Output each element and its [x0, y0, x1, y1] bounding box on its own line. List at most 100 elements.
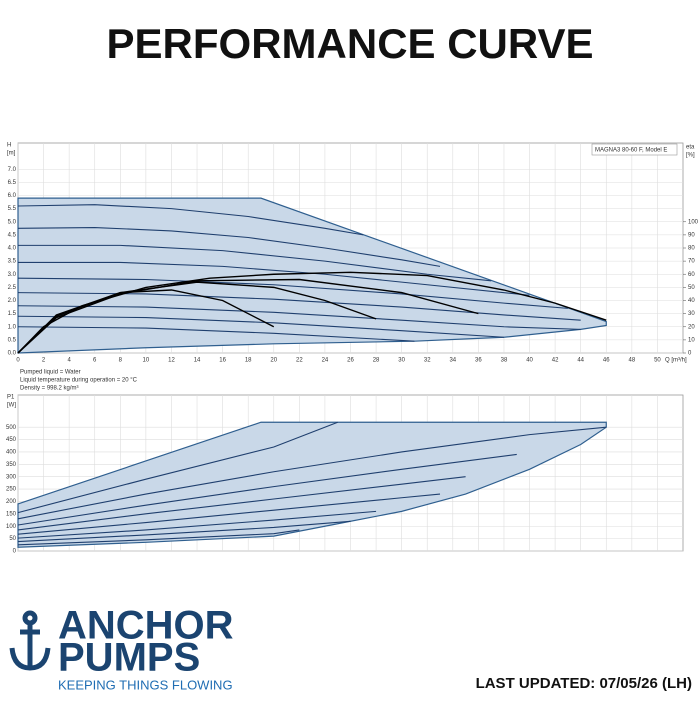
y2-tick-label: 80	[688, 246, 695, 252]
y2-tick-label: 50	[688, 285, 695, 291]
y-tick-label: 3.0	[8, 272, 17, 278]
y-tick-label: 400	[6, 450, 17, 456]
performance-curve	[17, 204, 364, 236]
y-tick-label: 4.0	[8, 246, 17, 252]
y2-tick-label: 90	[688, 232, 695, 238]
x-tick-label: 10	[143, 358, 150, 364]
x-tick-label: 32	[424, 358, 431, 364]
logo-icon	[9, 610, 51, 671]
y2-tick-label: 0	[688, 351, 692, 357]
x-tick-label: 20	[270, 358, 277, 364]
x-tick-label: 26	[347, 358, 354, 364]
performance-curve	[17, 493, 441, 535]
logo-line1: ANCHOR	[58, 604, 234, 648]
x-tick-label: 42	[552, 358, 559, 364]
note: Liquid temperature during operation = 20…	[20, 378, 138, 384]
y-tick-label: 0.5	[8, 337, 17, 343]
performance-curve	[17, 453, 517, 526]
x-tick-label: 0	[16, 358, 20, 364]
y-tick-label: 1.5	[8, 311, 17, 317]
y-axis-label: P1	[7, 395, 15, 401]
y-tick-label: 7.0	[8, 167, 17, 173]
y-tick-label: 3.5	[8, 259, 17, 265]
y-tick-label: 200	[6, 499, 17, 505]
performance-curve	[17, 326, 415, 342]
y-tick-label: 2.0	[8, 298, 17, 304]
model-label: MAGNA3 80-60 F, Model E	[595, 148, 667, 154]
x-tick-label: 18	[245, 358, 252, 364]
y-tick-label: 450	[6, 437, 17, 443]
y2-tick-label: 40	[688, 298, 695, 304]
x-tick-label: 22	[296, 358, 303, 364]
y-tick-label: 4.5	[8, 232, 17, 238]
y2-tick-label: 30	[688, 311, 695, 317]
y-tick-label: 5.0	[8, 219, 17, 225]
y-tick-label: 350	[6, 462, 17, 468]
performance-curve	[18, 244, 492, 282]
x-tick-label: 14	[194, 358, 201, 364]
y2-axis-label: eta	[686, 145, 695, 151]
x-tick-label: 50	[654, 358, 661, 364]
efficiency-curve	[17, 289, 275, 354]
x-tick-label: 44	[577, 358, 584, 364]
y2-tick-label: 20	[688, 324, 695, 330]
x-tick-label: 6	[93, 358, 97, 364]
y-axis-unit: [m]	[7, 151, 16, 157]
y-tick-label: 6.5	[8, 180, 17, 186]
y-tick-label: 2.5	[8, 285, 17, 291]
operating-area	[17, 421, 607, 548]
page-title: PERFORMANCE CURVE	[107, 20, 594, 67]
performance-curve	[17, 315, 504, 338]
y2-tick-label: 60	[688, 272, 695, 278]
x-tick-label: 12	[168, 358, 175, 364]
x-tick-label: 40	[526, 358, 533, 364]
y-tick-label: 500	[6, 425, 17, 431]
efficiency-curve	[17, 271, 607, 354]
x-tick-label: 36	[475, 358, 482, 364]
model-box	[591, 143, 678, 156]
x-tick-label: 30	[398, 358, 405, 364]
x-axis-label: Q [m³/h]	[665, 358, 687, 364]
note: Density = 998.2 kg/m³	[20, 386, 79, 392]
efficiency-curve	[17, 278, 479, 354]
performance-curve	[17, 426, 607, 520]
performance-curve	[17, 305, 581, 330]
x-tick-label: 8	[119, 358, 123, 364]
performance-curve	[17, 529, 300, 546]
y-tick-label: 0	[13, 549, 17, 555]
x-tick-label: 16	[219, 358, 226, 364]
x-tick-label: 28	[373, 358, 380, 364]
y-tick-label: 6.0	[8, 193, 17, 199]
x-tick-label: 2	[42, 358, 46, 364]
logo-tagline: KEEPING THINGS FLOWING	[58, 677, 233, 692]
x-tick-label: 46	[603, 358, 610, 364]
y-tick-label: 250	[6, 487, 17, 493]
performance-curve	[17, 520, 351, 543]
y2-tick-label: 100	[688, 219, 699, 225]
y2-axis-unit: [%]	[686, 153, 695, 159]
y-tick-label: 100	[6, 524, 17, 530]
y2-tick-label: 70	[688, 259, 695, 265]
y-tick-label: 300	[6, 474, 17, 480]
x-tick-label: 48	[629, 358, 636, 364]
performance-curve	[17, 476, 466, 531]
note: Pumped liquid = Water	[20, 370, 81, 376]
y-tick-label: 50	[9, 536, 16, 542]
performance-curve	[17, 277, 568, 309]
efficiency-curve	[17, 281, 377, 354]
y-tick-label: 150	[6, 511, 17, 517]
y-axis-unit: [W]	[7, 403, 16, 409]
performance-curve	[17, 421, 338, 514]
performance-curve	[18, 261, 530, 296]
performance-curve	[17, 510, 377, 539]
x-tick-label: 34	[449, 358, 456, 364]
y-tick-label: 0.0	[8, 351, 17, 357]
y-axis-label: H	[7, 143, 11, 149]
y-tick-label: 1.0	[8, 324, 17, 330]
y2-tick-label: 10	[688, 337, 695, 343]
x-tick-label: 4	[67, 358, 71, 364]
x-tick-label: 38	[501, 358, 508, 364]
performance-curve	[17, 226, 441, 267]
last-updated: LAST UPDATED: 07/05/26 (LH)	[476, 675, 692, 692]
